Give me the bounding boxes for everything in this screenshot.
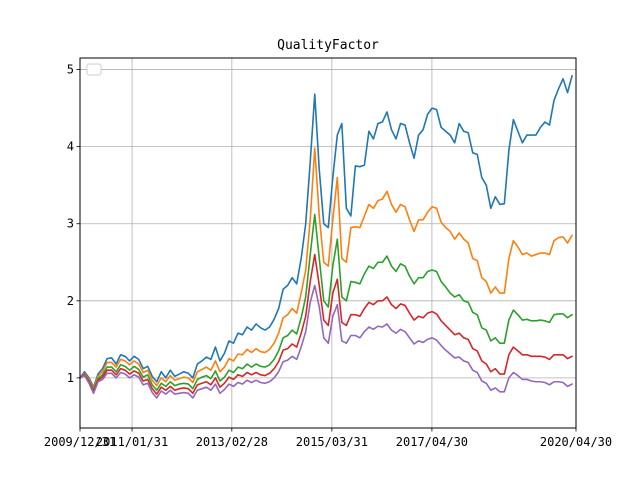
x-tick-label: 2020/04/30: [540, 435, 612, 449]
y-tick-label: 4: [67, 140, 74, 154]
series-line-1: [79, 74, 573, 388]
x-tick-label: 2011/01/31: [96, 435, 168, 449]
chart-title: QualityFactor: [277, 38, 379, 53]
y-tick-label: 1: [67, 371, 74, 385]
series-line-4: [79, 253, 573, 395]
series-line-5: [79, 284, 573, 399]
x-tick-label: 2013/02/28: [196, 435, 268, 449]
series-layer: [79, 74, 573, 399]
y-tick-label: 5: [67, 63, 74, 77]
x-tick-label: 2015/03/31: [296, 435, 368, 449]
plot-frame: [79, 57, 577, 429]
x-tick-label: 2009/12/31: [44, 435, 116, 449]
y-axis: 1 2 3 4 5: [67, 63, 80, 385]
y-tick-label: 2: [67, 294, 74, 308]
legend-box: [86, 63, 102, 76]
y-tick-label: 3: [67, 217, 74, 231]
x-tick-label: 2017/04/30: [396, 435, 468, 449]
series-line-3: [79, 213, 573, 392]
series-line-2: [79, 147, 573, 390]
